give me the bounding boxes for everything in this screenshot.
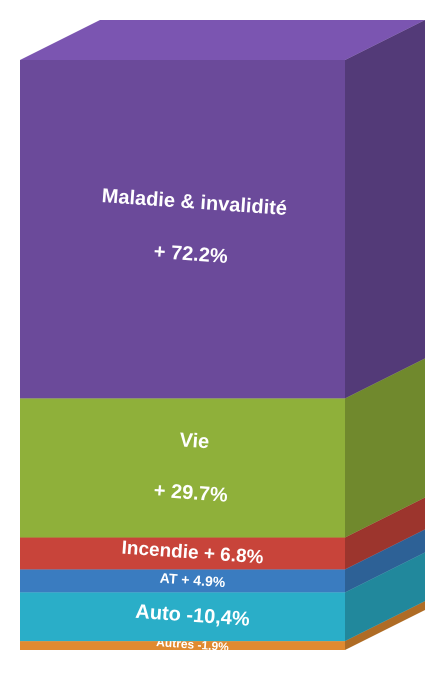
segment-label: Auto -10,4% [135, 601, 251, 631]
segment-front [20, 592, 345, 642]
segment-side [345, 529, 425, 593]
segment-front [20, 537, 345, 570]
segment-side [345, 497, 425, 570]
segment-name: Auto [135, 601, 182, 626]
segment-value-label: + 29.7% [153, 480, 229, 507]
segment-value-label: + 72.2% [153, 241, 229, 268]
segment-value-label: + 6.8% [203, 543, 264, 568]
segment-value-label: -10,4% [186, 605, 251, 631]
segment-front [20, 641, 345, 650]
segment-value-label: + 4.9% [181, 571, 227, 590]
segment-front [20, 569, 345, 593]
segment-side [345, 20, 425, 399]
segment-front [20, 398, 345, 538]
segment-value-label: -1,9% [197, 638, 230, 654]
segment-label: AT + 4.9% [159, 569, 226, 590]
segment-side [345, 601, 425, 650]
segment-label: Incendie + 6.8% [121, 538, 264, 569]
segment-side [345, 358, 425, 538]
segment-side [345, 552, 425, 642]
segment-top [20, 20, 425, 60]
segment-name: Vie [179, 429, 210, 453]
segment-front [20, 60, 345, 399]
segment-name: AT [159, 569, 178, 586]
